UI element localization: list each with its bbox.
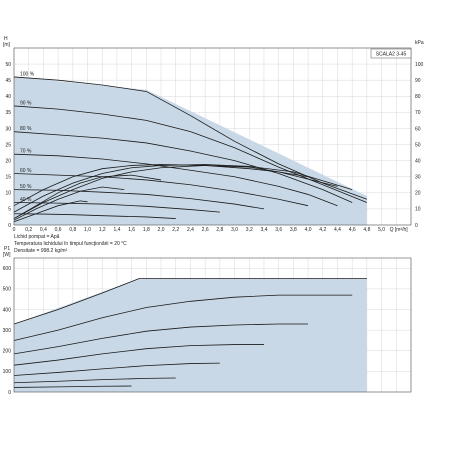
x-tick-label: 4,8 bbox=[363, 227, 370, 233]
power-flow-chart: 0 100 200 300 400 500 600 P1[W] bbox=[3, 246, 412, 396]
y-tick-label: 400 bbox=[3, 307, 12, 313]
operating-envelope bbox=[14, 278, 367, 392]
y-tick-label-right: 0 bbox=[415, 223, 418, 229]
x-tick-label: 3,0 bbox=[231, 227, 238, 233]
x-tick-label: 2,0 bbox=[158, 227, 165, 233]
series-line-9 bbox=[13, 164, 353, 213]
y-axis-unit: [W] bbox=[3, 252, 11, 258]
y-tick-label: 300 bbox=[3, 328, 12, 334]
series-line-4 bbox=[13, 173, 309, 207]
note-temperature: Temperatura lichidului în timpul funcţio… bbox=[14, 241, 127, 247]
x-tick-label: 4,0 bbox=[305, 227, 312, 233]
series-line-6 bbox=[13, 202, 220, 213]
x-tick-label: 5,0 bbox=[378, 227, 385, 233]
x-tick-label: 2,4 bbox=[187, 227, 194, 233]
series-line-13 bbox=[13, 200, 88, 223]
y-tick-label: 200 bbox=[3, 349, 12, 355]
series-label-3: 70 % bbox=[20, 149, 32, 155]
y-tick-label: 30 bbox=[5, 126, 11, 132]
x-tick-label: 0,4 bbox=[40, 227, 47, 233]
y-tick-label: 600 bbox=[3, 266, 12, 272]
y-tick-label-right: 80 bbox=[415, 94, 421, 100]
y-tick-label-right: 30 bbox=[415, 175, 421, 181]
x-tick-label: 3,2 bbox=[246, 227, 253, 233]
series-line-2 bbox=[13, 131, 353, 203]
chart-title: SCALA2 3-45 bbox=[376, 52, 407, 58]
plot-frame bbox=[13, 257, 412, 393]
y-tick-label: 10 bbox=[5, 191, 11, 197]
series-line-8 bbox=[13, 164, 338, 207]
x-tick-label: 3,8 bbox=[290, 227, 297, 233]
y-tick-label: 45 bbox=[5, 78, 11, 84]
y-tick-label-right: 10 bbox=[415, 207, 421, 213]
series-line-2 bbox=[13, 323, 309, 355]
series-line-1 bbox=[13, 294, 353, 341]
y-tick-label: 100 bbox=[3, 369, 12, 375]
x-tick-label: 1,2 bbox=[99, 227, 106, 233]
note-liquid: Lichid pompat = Apă bbox=[14, 234, 60, 240]
series-line-5 bbox=[13, 377, 176, 384]
y-tick-label: 0 bbox=[8, 223, 11, 229]
y-tick-label: 50 bbox=[5, 62, 11, 68]
x-tick-label: 1,8 bbox=[143, 227, 150, 233]
x-tick-label: 4,2 bbox=[319, 227, 326, 233]
y-tick-label-right: 70 bbox=[415, 110, 421, 116]
y-tick-label-right: 20 bbox=[415, 191, 421, 197]
series-line-0 bbox=[13, 278, 367, 325]
series-line-10 bbox=[13, 165, 309, 219]
x-tick-label: 2,6 bbox=[202, 227, 209, 233]
x-tick-label: 4,4 bbox=[334, 227, 341, 233]
y-tick-label: 0 bbox=[8, 390, 11, 396]
series-label-5: 50 % bbox=[20, 184, 32, 190]
chart-title-box bbox=[370, 48, 412, 59]
y-tick-label-right: 100 bbox=[415, 62, 424, 68]
y-tick-label: 40 bbox=[5, 94, 11, 100]
plot-frame bbox=[13, 47, 412, 226]
series-label-6: 40 % bbox=[20, 197, 32, 203]
series-label-1: 90 % bbox=[20, 100, 32, 106]
x-tick-label: 2,2 bbox=[172, 227, 179, 233]
y-axis-label: H bbox=[4, 36, 8, 42]
y-tick-label-right: 50 bbox=[415, 142, 421, 148]
series-line-7 bbox=[13, 213, 176, 219]
y-axis-label-right: kPa bbox=[415, 40, 424, 46]
y-tick-label: 25 bbox=[5, 142, 11, 148]
series-label-4: 60 % bbox=[20, 168, 32, 174]
y-tick-label: 500 bbox=[3, 287, 12, 293]
y-axis-label: P1 bbox=[4, 246, 10, 252]
x-tick-label: 0,6 bbox=[55, 227, 62, 233]
x-tick-label: 1,0 bbox=[84, 227, 91, 233]
x-tick-label: 0,2 bbox=[25, 227, 32, 233]
series-line-3 bbox=[13, 153, 338, 207]
x-tick-label: 3,4 bbox=[260, 227, 267, 233]
series-line-5 bbox=[13, 189, 265, 210]
note-density: Densitate = 998.2 kg/m³ bbox=[14, 248, 68, 254]
y-tick-label-right: 60 bbox=[415, 126, 421, 132]
series-label-0: 100 % bbox=[20, 71, 35, 77]
x-tick-label: 1,6 bbox=[128, 227, 135, 233]
series-line-3 bbox=[13, 344, 264, 366]
y-tick-label: 15 bbox=[5, 175, 11, 181]
y-tick-label: 35 bbox=[5, 110, 11, 116]
y-tick-label-right: 90 bbox=[415, 78, 421, 84]
y-tick-label-right: 40 bbox=[415, 158, 421, 164]
x-tick-label: 4,6 bbox=[349, 227, 356, 233]
head-flow-chart: 100 % 90 % 80 % 70 % 60 % 50 % 40 % 0 5 10 15 20 25 3… bbox=[3, 36, 424, 233]
x-tick-label: 2,8 bbox=[216, 227, 223, 233]
series-label-2: 80 % bbox=[20, 126, 32, 132]
series-line-12 bbox=[13, 186, 125, 221]
y-tick-label: 20 bbox=[5, 158, 11, 164]
x-tick-label: 0 bbox=[13, 227, 16, 233]
x-tick-label: 3,6 bbox=[275, 227, 282, 233]
y-tick-label: 5 bbox=[8, 207, 11, 213]
series-line-11 bbox=[13, 174, 162, 219]
series-line-4 bbox=[13, 362, 220, 376]
y-axis-unit: [m] bbox=[3, 42, 11, 48]
x-axis-label: Q [m³/h] bbox=[390, 227, 409, 233]
series-line-6 bbox=[13, 385, 132, 388]
x-tick-label: 1,4 bbox=[113, 227, 120, 233]
x-tick-label: 0,8 bbox=[69, 227, 76, 233]
